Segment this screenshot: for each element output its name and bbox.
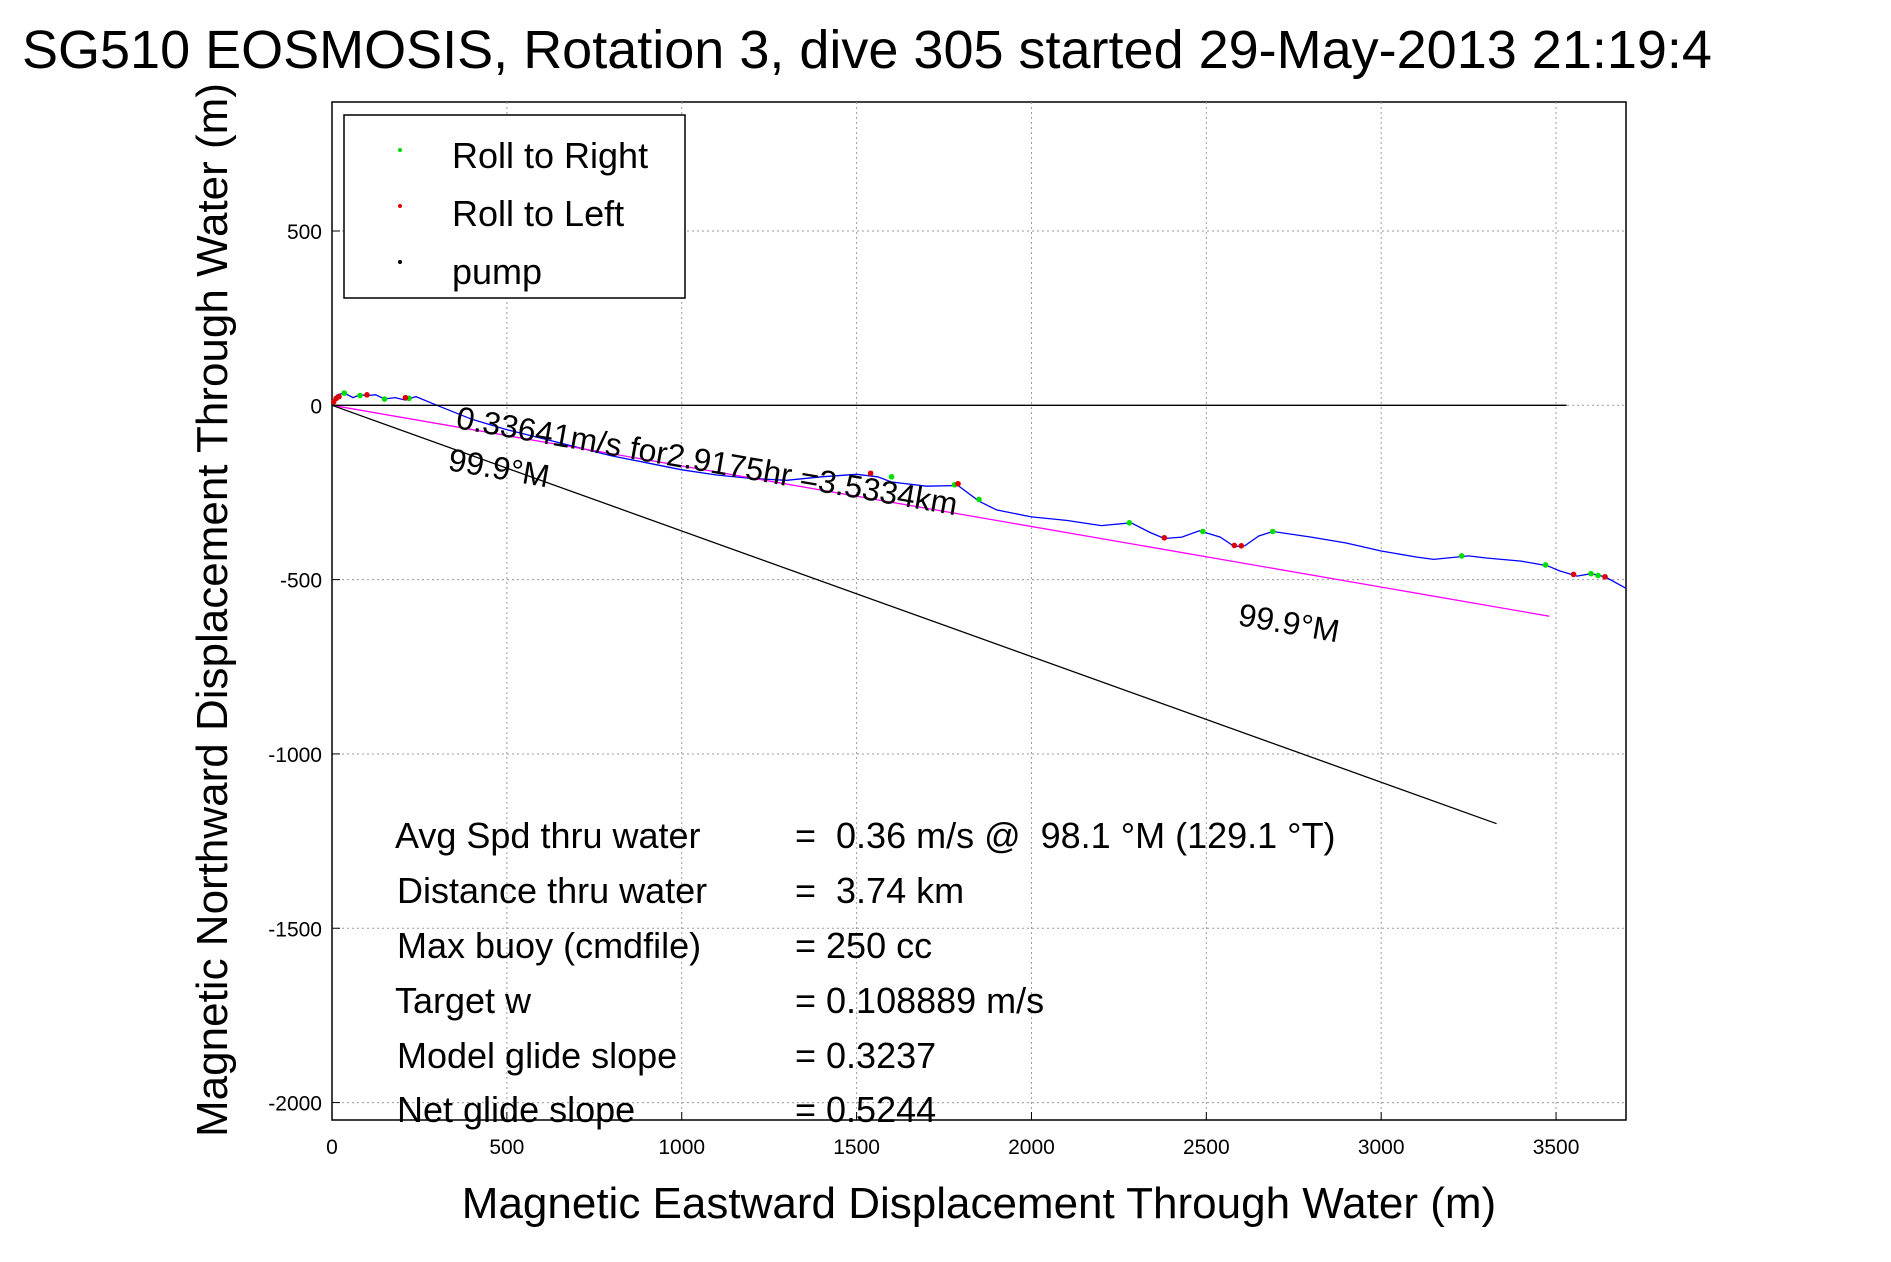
roll-right-marker [381, 396, 388, 402]
stat-label-5: Net glide slope [397, 1089, 635, 1130]
roll-left-marker [402, 394, 409, 401]
y-tick-label: -1500 [268, 918, 322, 941]
roll-left-marker [955, 480, 961, 487]
roll-left-marker [1231, 542, 1238, 549]
stat-value-1: = 3.74 km [795, 870, 964, 911]
x-tick-label: 3000 [1358, 1136, 1405, 1159]
y-tick-label: -1000 [268, 744, 322, 767]
stat-label-1: Distance thru water [397, 870, 707, 911]
roll-right-marker [341, 390, 348, 396]
legend-marker-roll-left [398, 204, 402, 208]
x-tick-label: 1000 [658, 1136, 705, 1159]
y-axis-label: Magnetic Northward Displacement Through … [188, 83, 237, 1137]
roll-right-marker [1200, 528, 1206, 535]
marker-layer [330, 390, 1608, 580]
plot-area: 0 500 1000 1500 2000 2500 3000 3500 -2000-1500-… [268, 101, 1627, 1159]
roll-right-marker [1595, 572, 1601, 579]
y-ticks: -2000 -1500 -1000 -500 0 500 [268, 221, 340, 1116]
x-tick-label: 0 [326, 1136, 338, 1159]
series-line-2 [331, 404, 1497, 825]
stat-value-5: = 0.5244 [795, 1089, 936, 1130]
roll-left-marker [1238, 543, 1245, 549]
y-tick-label: 0 [310, 395, 322, 418]
roll-left-marker [1602, 574, 1608, 580]
chart-title: SG510 EOSMOSIS, Rotation 3, dive 305 sta… [22, 20, 1712, 80]
roll-left-marker [364, 392, 370, 398]
roll-right-marker [976, 496, 982, 503]
y-tick-label: 500 [287, 221, 322, 244]
x-tick-label: 1500 [833, 1136, 880, 1159]
y-tick-label: -500 [280, 570, 322, 593]
roll-right-marker [1126, 519, 1133, 526]
stat-value-0: = 0.36 m/s @ 98.1 °M (129.1 °T) [795, 815, 1336, 856]
roll-right-marker [1542, 562, 1549, 568]
x-tick-label: 500 [489, 1136, 524, 1159]
legend-label-pump: pump [452, 251, 542, 292]
stats-block: Avg Spd thru water = 0.36 m/s @ 98.1 °M … [395, 815, 1336, 1130]
stat-label-3: Target w [395, 980, 532, 1021]
stat-label-0: Avg Spd thru water [395, 815, 701, 856]
legend-marker-roll-right [398, 148, 402, 152]
roll-right-marker [888, 473, 895, 480]
roll-right-marker [357, 392, 363, 399]
x-tick-label: 2000 [1008, 1136, 1055, 1159]
roll-left-marker [336, 393, 342, 400]
stat-label-4: Model glide slope [397, 1035, 677, 1076]
legend-label-roll-left: Roll to Left [452, 193, 624, 234]
legend: Roll to Right Roll to Left pump [343, 114, 686, 299]
roll-right-marker [1269, 528, 1276, 535]
y-tick-label: -2000 [268, 1093, 322, 1116]
roll-right-marker [1458, 553, 1465, 559]
stat-label-2: Max buoy (cmdfile) [397, 925, 701, 966]
stat-value-4: = 0.3237 [795, 1035, 936, 1076]
x-tick-label: 2500 [1183, 1136, 1230, 1159]
roll-left-marker [1570, 571, 1577, 578]
legend-marker-pump [398, 260, 402, 264]
x-tick-label: 3500 [1533, 1136, 1580, 1159]
legend-label-roll-right: Roll to Right [452, 135, 648, 176]
stat-value-2: = 250 cc [795, 925, 932, 966]
x-ticks: 0 500 1000 1500 2000 2500 3000 3500 [326, 1112, 1579, 1159]
roll-right-marker [1588, 570, 1594, 577]
roll-left-marker [1161, 534, 1168, 541]
x-axis-label: Magnetic Eastward Displacement Through W… [462, 1179, 1496, 1228]
series-line-1 [331, 404, 1550, 617]
roll-left-marker [867, 470, 874, 477]
stat-value-3: = 0.108889 m/s [795, 980, 1044, 1021]
